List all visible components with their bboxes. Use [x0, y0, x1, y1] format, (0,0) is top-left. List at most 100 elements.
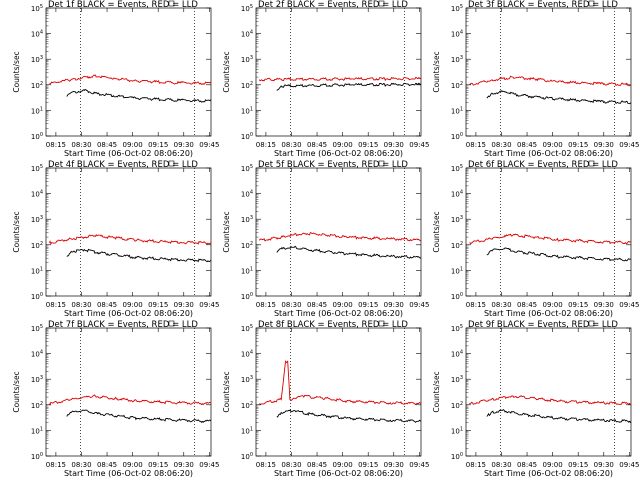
series-lld — [48, 394, 211, 406]
x-tick-label: 09:00 — [123, 301, 143, 309]
x-tick-label: 09:00 — [333, 141, 353, 149]
x-axis-label: Start Time (06-Oct-02 08:06:20) — [64, 469, 193, 478]
y-axis-label: Counts/sec — [222, 371, 231, 412]
y-tick-label: 104 — [451, 350, 463, 359]
y-tick-label: 101 — [31, 106, 43, 115]
x-tick-label: 09:15 — [358, 301, 378, 309]
y-tick-label: 103 — [241, 375, 253, 384]
y-tick-label: 100 — [31, 132, 43, 141]
y-axis-label: Counts/sec — [12, 211, 21, 252]
y-axis-label: Counts/sec — [432, 51, 441, 92]
series-lld — [258, 76, 421, 82]
x-tick-label: 08:30 — [71, 461, 91, 469]
y-axis-label: Counts/sec — [222, 211, 231, 252]
y-tick-label: 100 — [451, 132, 463, 141]
axes-frame — [465, 327, 632, 457]
panel-9: Det 9f BLACK = Events, RED = LLD 08:15 08:… — [432, 320, 639, 478]
series-lld — [48, 234, 211, 245]
y-tick-label: 102 — [451, 81, 463, 90]
x-tick-label: 09:45 — [199, 461, 219, 469]
title-marker — [588, 0, 595, 7]
y-axis-label: Counts/sec — [432, 211, 441, 252]
title-marker — [378, 0, 385, 7]
y-tick-label: 102 — [451, 241, 463, 250]
y-tick-label: 100 — [241, 452, 253, 461]
y-tick-label: 102 — [31, 241, 43, 250]
x-tick-label: 09:00 — [123, 141, 143, 149]
y-tick-label: 103 — [451, 375, 463, 384]
y-tick-label: 102 — [31, 81, 43, 90]
title-marker — [378, 320, 385, 327]
x-tick-label: 08:15 — [466, 301, 486, 309]
x-tick-label: 08:30 — [491, 301, 511, 309]
axes-frame — [45, 167, 212, 297]
y-tick-label: 105 — [241, 324, 253, 333]
y-tick-label: 101 — [241, 266, 253, 275]
x-tick-label: 08:15 — [256, 141, 276, 149]
x-tick-label: 09:45 — [409, 141, 429, 149]
series-events — [66, 409, 211, 423]
panel-title: Det 5f BLACK = Events, RED = LLD — [258, 160, 408, 170]
x-axis-label: Start Time (06-Oct-02 08:06:20) — [274, 149, 403, 158]
panel-title: Det 3f BLACK = Events, RED = LLD — [468, 0, 618, 10]
x-tick-label: 09:45 — [619, 301, 639, 309]
title-marker — [168, 0, 175, 7]
x-axis-label: Start Time (06-Oct-02 08:06:20) — [484, 309, 613, 318]
x-tick-label: 08:30 — [281, 301, 301, 309]
y-tick-label: 105 — [451, 4, 463, 13]
x-tick-label: 09:15 — [148, 141, 168, 149]
series-lld — [469, 75, 631, 87]
panel-3: Det 3f BLACK = Events, RED = LLD 08:15 08:… — [432, 0, 639, 158]
x-tick-label: 09:15 — [568, 461, 588, 469]
x-tick-label: 09:00 — [123, 461, 143, 469]
y-tick-label: 105 — [451, 324, 463, 333]
y-tick-label: 101 — [451, 266, 463, 275]
series-events — [486, 247, 631, 262]
panel-title: Det 6f BLACK = Events, RED = LLD — [468, 160, 618, 170]
y-axis-label: Counts/sec — [432, 371, 441, 412]
title-marker — [168, 160, 175, 167]
x-tick-label: 08:45 — [517, 141, 537, 149]
x-tick-label: 09:30 — [174, 461, 194, 469]
series-events — [276, 82, 421, 91]
x-tick-label: 08:30 — [71, 141, 91, 149]
y-tick-label: 103 — [31, 375, 43, 384]
y-tick-label: 104 — [451, 30, 463, 39]
panel-1: Det 1f BLACK = Events, RED = LLD 08:15 08:… — [12, 0, 219, 158]
y-tick-label: 102 — [31, 401, 43, 410]
y-tick-label: 103 — [451, 215, 463, 224]
axes-frame — [45, 7, 212, 137]
y-tick-label: 100 — [31, 292, 43, 301]
x-tick-label: 09:30 — [174, 141, 194, 149]
y-tick-label: 104 — [241, 30, 253, 39]
panel-title: Det 9f BLACK = Events, RED = LLD — [468, 320, 618, 330]
x-axis-label: Start Time (06-Oct-02 08:06:20) — [484, 469, 613, 478]
x-tick-label: 09:30 — [384, 301, 404, 309]
y-tick-label: 105 — [241, 164, 253, 173]
series-lld — [469, 395, 631, 406]
x-tick-label: 09:00 — [543, 301, 563, 309]
series-events — [276, 409, 421, 423]
series-lld — [49, 74, 211, 85]
x-tick-label: 08:45 — [97, 141, 117, 149]
x-tick-label: 09:30 — [384, 141, 404, 149]
series-lld — [259, 360, 421, 406]
x-tick-label: 08:15 — [256, 301, 276, 309]
x-tick-label: 08:30 — [71, 301, 91, 309]
x-tick-label: 09:45 — [619, 461, 639, 469]
panel-5: Det 5f BLACK = Events, RED = LLD 08:15 08:… — [222, 160, 429, 318]
y-tick-label: 101 — [451, 106, 463, 115]
x-tick-label: 08:45 — [517, 461, 537, 469]
x-tick-label: 08:30 — [491, 461, 511, 469]
x-tick-label: 08:45 — [307, 301, 327, 309]
x-axis-label: Start Time (06-Oct-02 08:06:20) — [484, 149, 613, 158]
series-events — [66, 88, 211, 103]
x-tick-label: 09:00 — [543, 461, 563, 469]
x-axis-label: Start Time (06-Oct-02 08:06:20) — [274, 469, 403, 478]
y-tick-label: 102 — [241, 401, 253, 410]
series-events — [486, 90, 631, 105]
panel-title: Det 4f BLACK = Events, RED = LLD — [48, 160, 198, 170]
panel-2: Det 2f BLACK = Events, RED = LLD 08:15 08:… — [222, 0, 429, 158]
y-tick-label: 102 — [241, 241, 253, 250]
x-tick-label: 09:45 — [619, 141, 639, 149]
